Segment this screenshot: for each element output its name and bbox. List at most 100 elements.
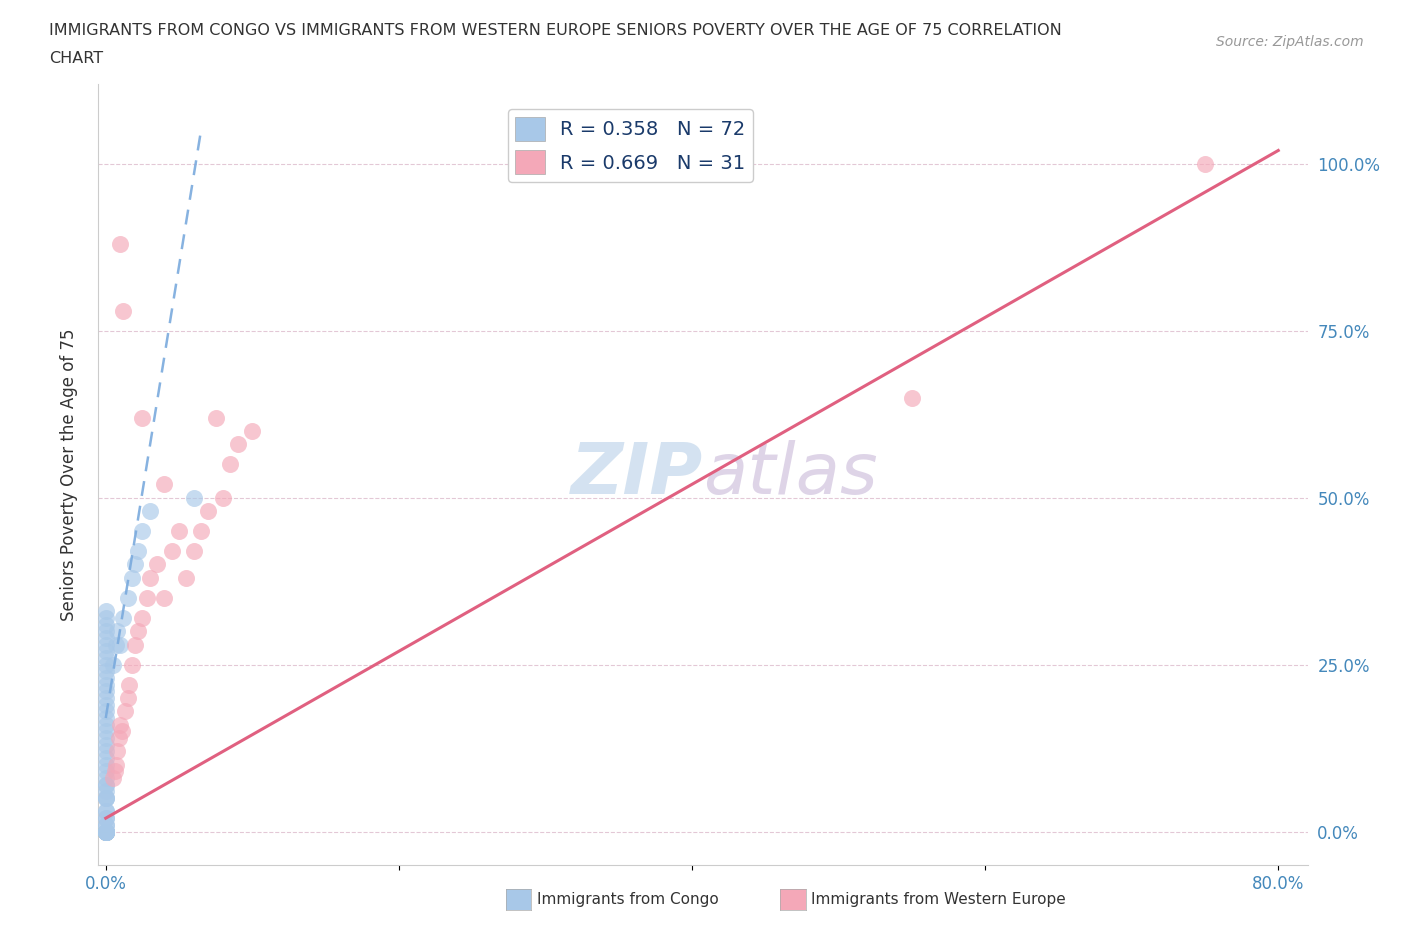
Point — [94, 684, 117, 698]
Point — [204, 410, 226, 425]
Point — [183, 544, 205, 559]
Point — [94, 804, 117, 819]
Point — [94, 804, 117, 819]
Point — [121, 570, 143, 585]
Text: Source: ZipAtlas.com: Source: ZipAtlas.com — [1216, 35, 1364, 49]
Point — [94, 824, 117, 839]
Point — [131, 410, 153, 425]
Point — [110, 717, 132, 732]
Point — [94, 604, 117, 618]
Point — [111, 724, 134, 738]
Point — [94, 764, 117, 778]
Text: Immigrants from Congo: Immigrants from Congo — [537, 892, 718, 907]
Point — [94, 824, 117, 839]
Point — [240, 423, 263, 438]
Point — [114, 704, 136, 719]
Point — [94, 691, 117, 706]
Point — [226, 437, 249, 452]
Point — [138, 570, 160, 585]
Point — [94, 637, 117, 652]
Point — [94, 824, 117, 839]
Point — [94, 824, 117, 839]
Point — [101, 658, 124, 672]
Point — [94, 811, 117, 826]
Point — [94, 817, 117, 832]
Point — [127, 624, 149, 639]
Point — [105, 637, 128, 652]
Point — [107, 624, 129, 639]
Point — [94, 811, 117, 826]
Point — [103, 764, 125, 778]
Point — [94, 698, 117, 712]
Point — [94, 751, 117, 765]
Point — [94, 777, 117, 792]
Point — [183, 490, 205, 505]
Point — [94, 624, 117, 639]
Point — [112, 610, 135, 625]
Point — [94, 824, 117, 839]
Point — [94, 790, 117, 805]
Point — [117, 691, 139, 706]
Point — [94, 717, 117, 732]
Text: IMMIGRANTS FROM CONGO VS IMMIGRANTS FROM WESTERN EUROPE SENIORS POVERTY OVER THE: IMMIGRANTS FROM CONGO VS IMMIGRANTS FROM… — [49, 23, 1062, 38]
Point — [94, 610, 117, 625]
Text: ZIP: ZIP — [571, 440, 703, 509]
Point — [124, 637, 146, 652]
Point — [107, 744, 129, 759]
Point — [1194, 156, 1216, 171]
Point — [124, 557, 146, 572]
Point — [94, 784, 117, 799]
Text: Immigrants from Western Europe: Immigrants from Western Europe — [811, 892, 1066, 907]
Point — [117, 591, 139, 605]
Point — [94, 631, 117, 645]
Point — [108, 731, 131, 746]
Point — [94, 824, 117, 839]
Point — [94, 618, 117, 632]
Point — [190, 524, 212, 538]
Point — [94, 737, 117, 752]
Point — [153, 591, 176, 605]
Text: atlas: atlas — [703, 440, 877, 509]
Point — [127, 544, 149, 559]
Point — [94, 824, 117, 839]
Legend: R = 0.358   N = 72, R = 0.669   N = 31: R = 0.358 N = 72, R = 0.669 N = 31 — [508, 109, 754, 181]
Point — [94, 790, 117, 805]
Point — [94, 824, 117, 839]
Point — [112, 303, 135, 318]
Point — [146, 557, 169, 572]
Point — [94, 664, 117, 679]
Point — [94, 824, 117, 839]
Point — [110, 236, 132, 251]
Point — [160, 544, 183, 559]
Point — [94, 704, 117, 719]
Point — [118, 677, 141, 692]
Point — [94, 824, 117, 839]
Y-axis label: Seniors Poverty Over the Age of 75: Seniors Poverty Over the Age of 75 — [59, 328, 77, 620]
Point — [94, 711, 117, 725]
Point — [94, 724, 117, 738]
Point — [212, 490, 235, 505]
Point — [94, 757, 117, 772]
Point — [131, 610, 153, 625]
Point — [94, 824, 117, 839]
Point — [94, 824, 117, 839]
Text: CHART: CHART — [49, 51, 103, 66]
Point — [94, 731, 117, 746]
Point — [94, 777, 117, 792]
Point — [94, 824, 117, 839]
Point — [101, 771, 124, 786]
Point — [94, 824, 117, 839]
Point — [94, 824, 117, 839]
Point — [94, 824, 117, 839]
Point — [110, 637, 132, 652]
Point — [94, 824, 117, 839]
Point — [153, 477, 176, 492]
Point — [131, 524, 153, 538]
Point — [138, 503, 160, 518]
Point — [94, 644, 117, 658]
Point — [121, 658, 143, 672]
Point — [167, 524, 190, 538]
Point — [94, 824, 117, 839]
Point — [94, 744, 117, 759]
Point — [94, 824, 117, 839]
